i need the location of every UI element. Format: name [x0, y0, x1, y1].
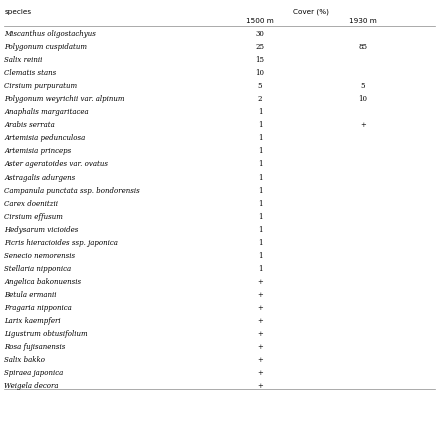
Text: +: +: [257, 317, 263, 325]
Text: +: +: [257, 356, 263, 364]
Text: Arabis serrata: Arabis serrata: [4, 122, 55, 129]
Text: 1: 1: [258, 108, 262, 116]
Text: 10: 10: [358, 95, 367, 103]
Text: 85: 85: [358, 43, 367, 51]
Text: Cover (%): Cover (%): [293, 9, 329, 15]
Text: 10: 10: [256, 69, 264, 77]
Text: Salix reinii: Salix reinii: [4, 56, 43, 64]
Text: Carex doenitzii: Carex doenitzii: [4, 199, 59, 208]
Text: Rosa fujisanensis: Rosa fujisanensis: [4, 343, 66, 351]
Text: Senecio nemorensis: Senecio nemorensis: [4, 252, 76, 260]
Text: 1: 1: [258, 147, 262, 155]
Text: Cirsium effusum: Cirsium effusum: [4, 213, 63, 221]
Text: 1500 m: 1500 m: [246, 18, 274, 24]
Text: 1: 1: [258, 122, 262, 129]
Text: Stellaria nipponica: Stellaria nipponica: [4, 265, 72, 273]
Text: Aster ageratoides var. ovatus: Aster ageratoides var. ovatus: [4, 160, 108, 169]
Text: 1: 1: [258, 252, 262, 260]
Text: 1: 1: [258, 160, 262, 169]
Text: 1: 1: [258, 239, 262, 247]
Text: 15: 15: [256, 56, 264, 64]
Text: Ligustrum obtusifolium: Ligustrum obtusifolium: [4, 330, 88, 338]
Text: +: +: [257, 291, 263, 299]
Text: 1: 1: [258, 199, 262, 208]
Text: Campanula punctata ssp. bondorensis: Campanula punctata ssp. bondorensis: [4, 187, 140, 195]
Text: +: +: [360, 122, 366, 129]
Text: Clematis stans: Clematis stans: [4, 69, 57, 77]
Text: Hedysarum vicioides: Hedysarum vicioides: [4, 226, 79, 234]
Text: 5: 5: [258, 82, 262, 90]
Text: 1: 1: [258, 187, 262, 195]
Text: 1930 m: 1930 m: [349, 18, 377, 24]
Text: 1: 1: [258, 134, 262, 143]
Text: Fragaria nipponica: Fragaria nipponica: [4, 304, 72, 312]
Text: 1: 1: [258, 226, 262, 234]
Text: +: +: [257, 304, 263, 312]
Text: 1: 1: [258, 265, 262, 273]
Text: 25: 25: [256, 43, 264, 51]
Text: +: +: [257, 369, 263, 377]
Text: Angelica bakonuensis: Angelica bakonuensis: [4, 278, 81, 286]
Text: 30: 30: [256, 30, 264, 38]
Text: Weigela decora: Weigela decora: [4, 383, 59, 390]
Text: Anaphalis margaritacea: Anaphalis margaritacea: [4, 108, 89, 116]
Text: Polygonum cuspidatum: Polygonum cuspidatum: [4, 43, 87, 51]
Text: Artemisia princeps: Artemisia princeps: [4, 147, 72, 155]
Text: Spiraea japonica: Spiraea japonica: [4, 369, 64, 377]
Text: +: +: [257, 278, 263, 286]
Text: 5: 5: [361, 82, 365, 90]
Text: Salix bakko: Salix bakko: [4, 356, 45, 364]
Text: Larix kaempferi: Larix kaempferi: [4, 317, 61, 325]
Text: 1: 1: [258, 174, 262, 181]
Text: Betula ermanii: Betula ermanii: [4, 291, 57, 299]
Text: Picris hieracioides ssp. japonica: Picris hieracioides ssp. japonica: [4, 239, 118, 247]
Text: 2: 2: [258, 95, 262, 103]
Text: +: +: [257, 383, 263, 390]
Text: 1: 1: [258, 213, 262, 221]
Text: Cirsium purpuratum: Cirsium purpuratum: [4, 82, 77, 90]
Text: Astragalis adurgens: Astragalis adurgens: [4, 174, 76, 181]
Text: species: species: [4, 9, 31, 15]
Text: Artemisia pedunculosa: Artemisia pedunculosa: [4, 134, 86, 143]
Text: Miscanthus oligostachyus: Miscanthus oligostachyus: [4, 30, 96, 38]
Text: Polygonum weyrichii var. alpinum: Polygonum weyrichii var. alpinum: [4, 95, 125, 103]
Text: +: +: [257, 330, 263, 338]
Text: +: +: [257, 343, 263, 351]
